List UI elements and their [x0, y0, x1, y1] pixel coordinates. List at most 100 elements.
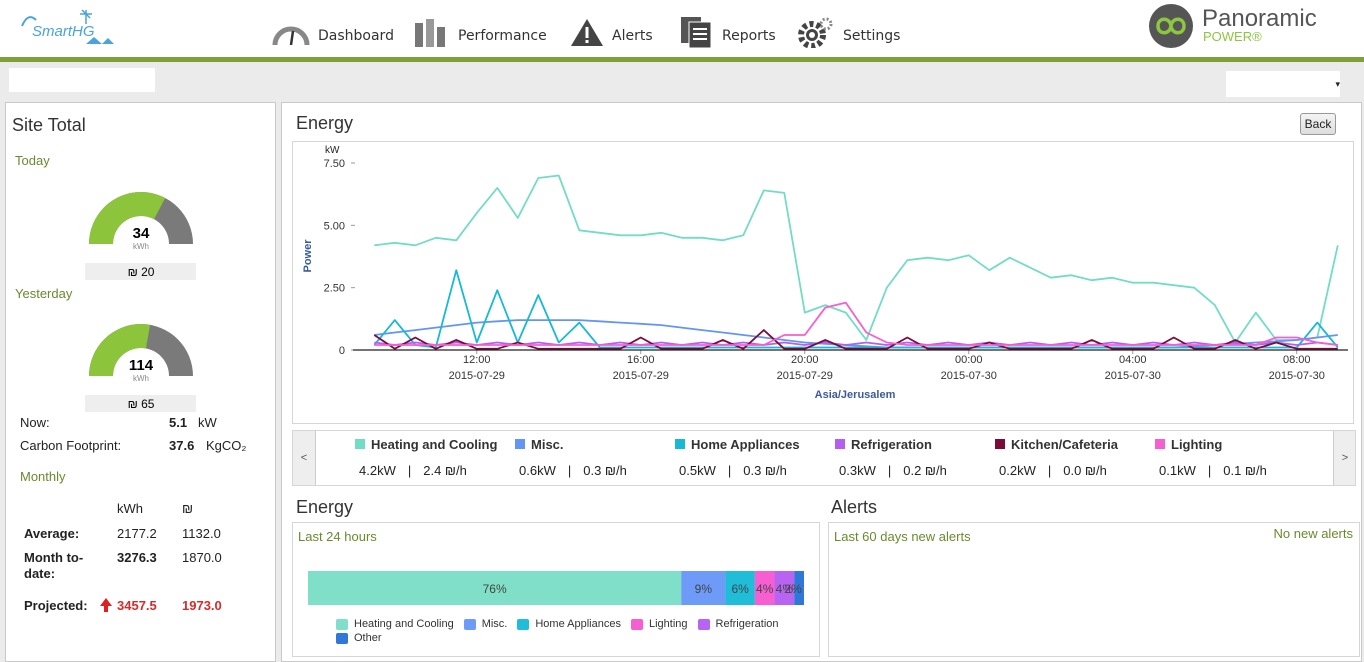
bar-legend-item: Refrigeration: [697, 618, 779, 631]
legend-label: Lighting: [1171, 437, 1223, 452]
section-label: Monthly: [20, 469, 66, 484]
gauge-unit: kWh: [133, 242, 149, 251]
bar-legend-swatch: [697, 619, 710, 630]
legend-power: 0.1kW: [1159, 463, 1196, 478]
legend-label: Heating and Cooling: [371, 437, 498, 452]
bar-legend-swatch: [336, 633, 348, 644]
bar-segment: [774, 571, 795, 605]
bar-legend-item: Heating and Cooling: [336, 618, 454, 631]
alerts-box: Last 60 days new alerts No new alerts: [828, 522, 1360, 657]
legend-prev[interactable]: <: [293, 431, 316, 485]
bar-label: 76%: [483, 582, 507, 596]
legend-rate: 0.2 ₪/h: [903, 463, 947, 478]
series-line: [374, 174, 1339, 344]
x-tick-label: 20:00: [791, 354, 819, 366]
x-tick-date: 2015-07-29: [449, 370, 505, 382]
legend-name: Refrigeration: [835, 437, 995, 469]
nav-label: Alerts: [612, 28, 653, 44]
gauge-number: 34: [133, 225, 150, 242]
legend-power: 4.2kW: [359, 463, 396, 478]
column-header: kWh: [117, 501, 143, 516]
bar-legend-label: Other: [354, 632, 382, 644]
gauge-unit: kWh: [133, 374, 149, 383]
bar-label: 4%: [756, 582, 774, 596]
dashboard-icon: [272, 26, 310, 46]
legend-rate: 2.4 ₪/h: [423, 463, 467, 478]
panel-title: Energy: [296, 113, 354, 133]
bar-legend-item: Lighting: [630, 618, 688, 631]
nav-settings[interactable]: Settings: [797, 12, 900, 52]
legend-label: Kitchen/Cafeteria: [1011, 437, 1118, 452]
legend-items: Heating and Cooling 4.2kW | 2.4 ₪/h Misc. 0.6…: [315, 437, 1333, 485]
row-label: Month to-date:: [24, 550, 84, 581]
monthly-table: Average: 2177.2 1132.0 Month to-date: 3276.3…: [6, 103, 276, 643]
legend-swatch: [355, 439, 365, 449]
bar-legend-item: Other: [336, 632, 382, 645]
y-unit: kW: [325, 145, 340, 156]
search-input[interactable]: [9, 68, 155, 92]
gauge-value: [89, 324, 151, 376]
y-tick-label: 5.00: [324, 220, 345, 232]
legend-rate: 0.1 ₪/h: [1223, 463, 1267, 478]
alerts-icon: [571, 19, 603, 46]
section-title: Energy: [296, 497, 354, 517]
bar-legend-label: Home Appliances: [535, 618, 621, 630]
x-tick-label: 16:00: [627, 354, 655, 366]
x-tick-date: 2015-07-29: [777, 370, 833, 382]
gauge-number: 114: [129, 357, 154, 374]
bar-label: 9%: [695, 582, 713, 596]
y-tick-label: 7.50: [324, 158, 345, 170]
x-tick-label: 00:00: [955, 354, 983, 366]
legend-strip: < Heating and Cooling 4.2kW | 2.4 ₪/h Misc. 0…: [292, 430, 1356, 486]
cell: 1132.0: [182, 526, 221, 541]
brand-logo: Panoramic POWER®: [1149, 4, 1317, 48]
bar-segment: [794, 571, 804, 605]
legend-name: Home Appliances: [675, 437, 835, 469]
legend-power: 0.6kW: [519, 463, 556, 478]
bar-legend-item: Misc.: [463, 618, 507, 631]
legend-power: 0.5kW: [679, 463, 716, 478]
legend-item: Misc. 0.6kW | 0.3 ₪/h: [515, 437, 675, 478]
legend-name: Misc.: [515, 437, 675, 469]
energy-line-chart: kW Power Asia/Jerusalem 0 2.50 5.00 7.50 12:00 2…: [292, 141, 1354, 424]
now-unit: kW: [198, 415, 217, 430]
x-axis-label: Asia/Jerusalem: [815, 389, 896, 401]
nav-dashboard[interactable]: Dashboard: [272, 12, 394, 52]
legend-item: Heating and Cooling 4.2kW | 2.4 ₪/h: [355, 437, 515, 478]
legend-stats: 0.3kW | 0.2 ₪/h: [839, 463, 947, 478]
cell: 3457.5: [117, 598, 157, 613]
settings-icon: [798, 17, 833, 48]
legend-next[interactable]: >: [1333, 431, 1355, 485]
x-tick-label: 12:00: [463, 354, 491, 366]
cell: 1973.0: [182, 598, 222, 613]
site-select[interactable]: ▾: [1226, 71, 1340, 97]
brand-sub: POWER®: [1203, 29, 1262, 44]
back-button[interactable]: Back: [1300, 113, 1336, 135]
y-tick-label: 0: [339, 345, 345, 357]
nav-performance[interactable]: Performance: [414, 12, 547, 52]
brand-name: Panoramic: [1202, 5, 1317, 32]
legend-swatch: [995, 439, 1005, 449]
separator: |: [887, 463, 892, 478]
bar-legend-label: Heating and Cooling: [354, 618, 454, 630]
legend-stats: 0.5kW | 0.3 ₪/h: [679, 463, 787, 478]
nav-reports[interactable]: Reports: [680, 12, 776, 52]
bar-segment: [725, 571, 755, 605]
subtitle: Last 24 hours: [298, 529, 377, 544]
series-line: [373, 269, 1339, 349]
legend-swatch: [835, 439, 845, 449]
legend-name: Heating and Cooling: [355, 437, 515, 469]
carbon-unit: KgCO₂: [206, 438, 247, 453]
separator: |: [1047, 463, 1052, 478]
up-arrow: [100, 598, 112, 606]
legend-label: Refrigeration: [851, 437, 932, 452]
nav-label: Performance: [458, 28, 547, 44]
legend-stats: 0.6kW | 0.3 ₪/h: [519, 463, 627, 478]
legend-swatch: [1155, 439, 1165, 449]
cell: 3276.3: [117, 550, 157, 565]
bar-legend: Heating and Cooling Misc. Home Appliances L…: [336, 618, 806, 646]
bar-segment: [308, 571, 682, 605]
bar-legend-label: Refrigeration: [715, 618, 779, 630]
nav-alerts[interactable]: Alerts: [570, 12, 653, 52]
energy-share-chart: 76% 9% 6% 4% 4%2%: [308, 571, 804, 605]
